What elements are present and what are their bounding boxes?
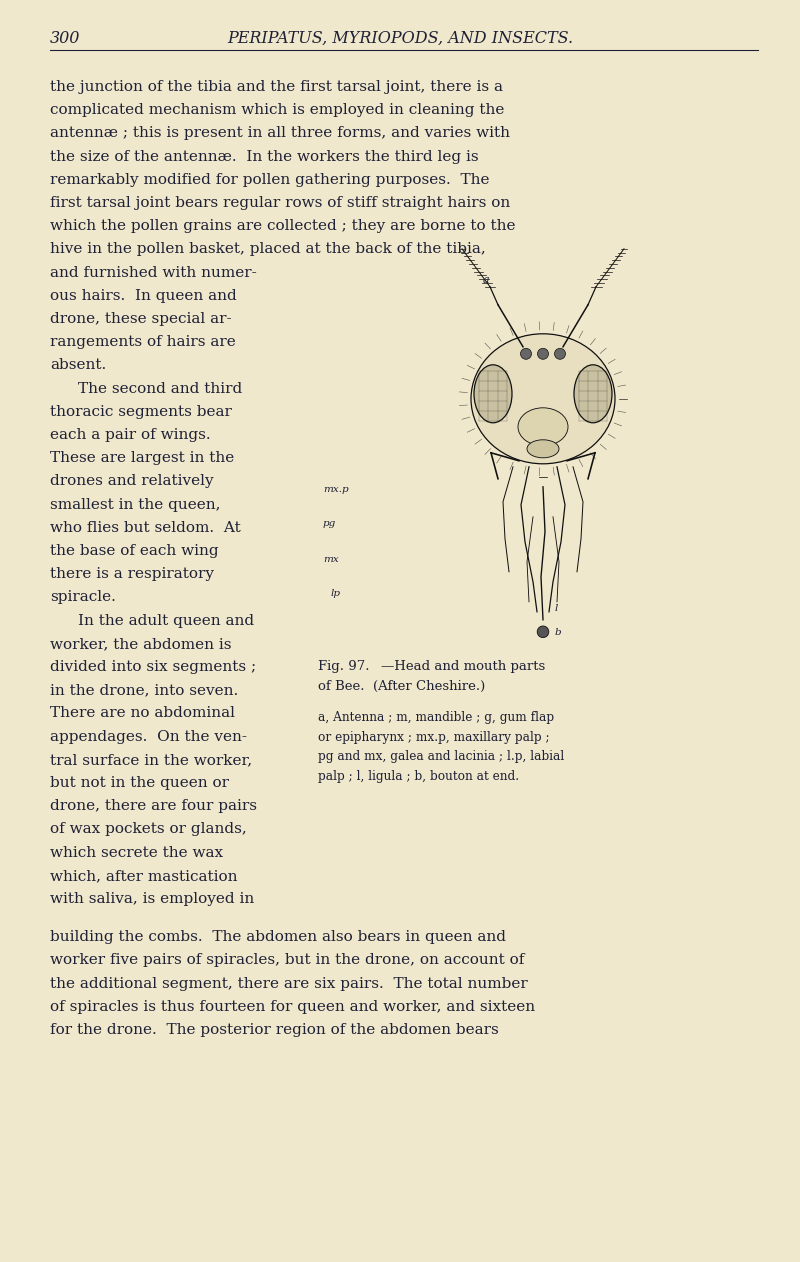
Circle shape xyxy=(554,348,566,360)
Text: 300: 300 xyxy=(50,30,80,47)
Text: and furnished with numer-: and furnished with numer- xyxy=(50,265,257,280)
Circle shape xyxy=(538,348,549,360)
Text: drone, these special ar-: drone, these special ar- xyxy=(50,312,232,326)
Text: drones and relatively: drones and relatively xyxy=(50,475,214,488)
Text: thoracic segments bear: thoracic segments bear xyxy=(50,405,232,419)
Text: of Bee.  (After Cheshire.): of Bee. (After Cheshire.) xyxy=(318,680,486,693)
Text: first tarsal joint bears regular rows of stiff straight hairs on: first tarsal joint bears regular rows of… xyxy=(50,196,510,209)
Circle shape xyxy=(538,626,549,637)
Text: the additional segment, there are six pairs.  The total number: the additional segment, there are six pa… xyxy=(50,977,528,991)
Text: —Head and mouth parts: —Head and mouth parts xyxy=(381,660,546,673)
Text: drone, there are four pairs: drone, there are four pairs xyxy=(50,799,257,813)
Text: appendages.  On the ven-: appendages. On the ven- xyxy=(50,729,247,743)
Text: a, Antenna ; m, mandible ; g, gum flap: a, Antenna ; m, mandible ; g, gum flap xyxy=(318,711,554,724)
Text: pg: pg xyxy=(323,519,336,528)
Text: for the drone.  The posterior region of the abdomen bears: for the drone. The posterior region of t… xyxy=(50,1023,498,1037)
Text: but not in the queen or: but not in the queen or xyxy=(50,776,229,790)
Text: mx: mx xyxy=(323,555,338,564)
Text: mx.p: mx.p xyxy=(323,485,349,493)
Text: b: b xyxy=(555,627,562,637)
Ellipse shape xyxy=(527,439,559,458)
Text: or epipharynx ; mx.p, maxillary palp ;: or epipharynx ; mx.p, maxillary palp ; xyxy=(318,731,550,743)
Circle shape xyxy=(521,348,531,360)
Text: of spiracles is thus fourteen for queen and worker, and sixteen: of spiracles is thus fourteen for queen … xyxy=(50,1000,535,1013)
Text: In the adult queen and: In the adult queen and xyxy=(78,613,254,627)
Text: spiracle.: spiracle. xyxy=(50,591,116,604)
Text: ous hairs.  In queen and: ous hairs. In queen and xyxy=(50,289,237,303)
Text: with saliva, is employed in: with saliva, is employed in xyxy=(50,892,254,906)
Text: rangements of hairs are: rangements of hairs are xyxy=(50,336,236,350)
Text: in the drone, into seven.: in the drone, into seven. xyxy=(50,683,238,697)
Ellipse shape xyxy=(471,334,615,464)
Text: Fig. 97.: Fig. 97. xyxy=(318,660,370,673)
Text: There are no abdominal: There are no abdominal xyxy=(50,707,235,721)
Text: These are largest in the: These are largest in the xyxy=(50,452,234,466)
Text: l: l xyxy=(555,603,558,613)
Text: building the combs.  The abdomen also bears in queen and: building the combs. The abdomen also bea… xyxy=(50,930,506,944)
Text: worker five pairs of spiracles, but in the drone, on account of: worker five pairs of spiracles, but in t… xyxy=(50,953,524,968)
Text: the base of each wing: the base of each wing xyxy=(50,544,218,558)
Text: PERIPATUS, MYRIOPODS, AND INSECTS.: PERIPATUS, MYRIOPODS, AND INSECTS. xyxy=(227,30,573,47)
Text: a: a xyxy=(483,275,490,285)
Text: of wax pockets or glands,: of wax pockets or glands, xyxy=(50,823,246,837)
Text: pg and mx, galea and lacinia ; l.p, labial: pg and mx, galea and lacinia ; l.p, labi… xyxy=(318,751,564,764)
Text: tral surface in the worker,: tral surface in the worker, xyxy=(50,753,252,767)
Ellipse shape xyxy=(574,365,612,423)
Text: there is a respiratory: there is a respiratory xyxy=(50,567,214,582)
Text: lp: lp xyxy=(331,589,341,598)
Text: which secrete the wax: which secrete the wax xyxy=(50,846,223,859)
Text: who flies but seldom.  At: who flies but seldom. At xyxy=(50,521,241,535)
Text: the size of the antennæ.  In the workers the third leg is: the size of the antennæ. In the workers … xyxy=(50,150,478,164)
Text: The second and third: The second and third xyxy=(78,381,242,395)
Text: each a pair of wings.: each a pair of wings. xyxy=(50,428,210,442)
Text: hive in the pollen basket, placed at the back of the tibia,: hive in the pollen basket, placed at the… xyxy=(50,242,486,256)
Text: absent.: absent. xyxy=(50,358,106,372)
Text: antennæ ; this is present in all three forms, and varies with: antennæ ; this is present in all three f… xyxy=(50,126,510,140)
Text: smallest in the queen,: smallest in the queen, xyxy=(50,497,221,511)
Text: divided into six segments ;: divided into six segments ; xyxy=(50,660,256,674)
Ellipse shape xyxy=(518,408,568,445)
Ellipse shape xyxy=(474,365,512,423)
Text: remarkably modified for pollen gathering purposes.  The: remarkably modified for pollen gathering… xyxy=(50,173,490,187)
Text: palp ; l, ligula ; b, bouton at end.: palp ; l, ligula ; b, bouton at end. xyxy=(318,770,519,782)
Text: the junction of the tibia and the first tarsal joint, there is a: the junction of the tibia and the first … xyxy=(50,80,503,93)
Text: which, after mastication: which, after mastication xyxy=(50,868,238,883)
Text: which the pollen grains are collected ; they are borne to the: which the pollen grains are collected ; … xyxy=(50,220,515,233)
Text: complicated mechanism which is employed in cleaning the: complicated mechanism which is employed … xyxy=(50,103,504,117)
Text: worker, the abdomen is: worker, the abdomen is xyxy=(50,637,231,651)
